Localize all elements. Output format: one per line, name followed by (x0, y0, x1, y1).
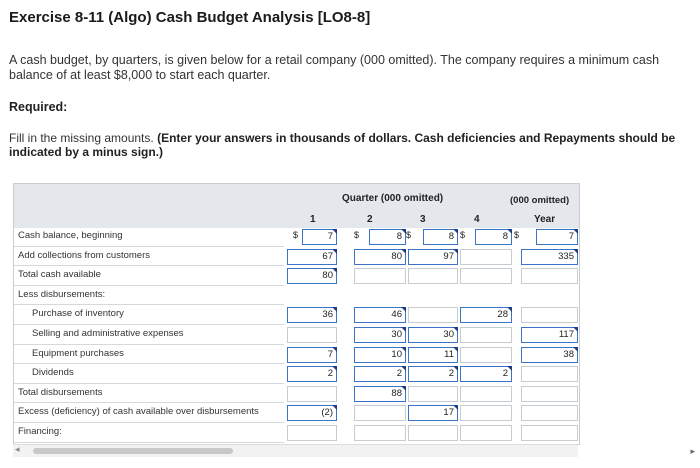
row-divider (14, 265, 284, 267)
horizontal-scrollbar[interactable] (13, 444, 578, 457)
scroll-left-icon[interactable]: ◂ (15, 444, 20, 454)
amount-value-q1: 67 (287, 248, 337, 265)
exercise-description: A cash budget, by quarters, is given bel… (9, 53, 660, 82)
row-label: Dividends (32, 367, 74, 379)
row-divider (14, 343, 284, 345)
row-label: Total disbursements (18, 386, 103, 398)
row-label: Financing: (18, 426, 62, 437)
amount-value-q1: 80 (287, 268, 337, 285)
amount-input-q2[interactable] (354, 425, 406, 441)
instructions-bold: (Enter your answers in thousands of doll… (9, 131, 676, 159)
amount-input-q2[interactable] (354, 405, 406, 422)
row-label: Total cash available (18, 269, 101, 281)
row-label: Selling and administrative expenses (32, 328, 184, 339)
amount-input-q4[interactable] (460, 248, 512, 265)
col-label-year: Year (534, 214, 556, 225)
amount-value-q4: 8 (475, 229, 512, 245)
amount-value-q3: 97 (408, 248, 458, 265)
amount-value-q1: 7 (302, 229, 337, 245)
amount-value-year: 38 (521, 346, 578, 363)
amount-value-q1: 36 (287, 307, 337, 324)
dollar-sign: $ (293, 230, 299, 240)
amount-input-q4[interactable] (460, 405, 512, 422)
amount-value-q1: 2 (287, 366, 337, 383)
amount-input-year[interactable] (521, 385, 578, 402)
amount-value-q2: 8 (369, 229, 406, 245)
row-divider (14, 422, 284, 423)
amount-value-year: 335 (521, 248, 578, 265)
row-label: Add collections from customers (18, 249, 150, 261)
amount-input-q3[interactable] (408, 425, 458, 441)
amount-value-q2: 10 (354, 346, 406, 363)
row-divider (14, 245, 284, 247)
amount-value-q3: 17 (408, 405, 458, 422)
amount-input-q3[interactable] (408, 307, 458, 324)
scrollbar-thumb[interactable] (33, 448, 233, 454)
amount-input-q4[interactable] (460, 346, 512, 363)
row-label: Purchase of inventory (32, 308, 124, 320)
amount-input-q3[interactable] (408, 268, 458, 285)
row-label: Less disbursements: (18, 288, 106, 300)
amount-input-q1[interactable] (287, 385, 337, 402)
row-divider (14, 402, 284, 404)
scroll-right-icon[interactable]: ▸ (690, 446, 695, 456)
exercise-title: Exercise 8-11 (Algo) Cash Budget Analysi… (9, 9, 371, 26)
amount-input-q1[interactable] (287, 425, 337, 441)
amount-input-q2[interactable] (354, 268, 406, 285)
row-divider (14, 382, 284, 384)
table-header (14, 184, 579, 228)
header-quarter: Quarter (000 omitted) (342, 193, 444, 204)
header-year-group: (000 omitted) (510, 195, 570, 206)
amount-value-q1: 7 (287, 346, 337, 363)
amount-input-q4[interactable] (460, 268, 512, 285)
dollar-sign: $ (514, 230, 520, 240)
amount-value-q2: 46 (354, 307, 406, 324)
amount-input-q4[interactable] (460, 425, 512, 441)
amount-value-q3: 8 (423, 229, 458, 245)
amount-input-year[interactable] (521, 366, 578, 383)
amount-value-q1: (2) (287, 405, 337, 422)
dollar-sign: $ (460, 230, 466, 240)
amount-input-year[interactable] (521, 268, 578, 285)
instructions-plain: Fill in the missing amounts. (9, 131, 154, 145)
amount-input-q4[interactable] (460, 327, 512, 343)
col-label-3: 3 (420, 214, 426, 225)
amount-value-year: 117 (521, 327, 578, 343)
amount-value-q2: 2 (354, 366, 406, 383)
amount-value-q3: 2 (408, 366, 458, 383)
col-label-1: 1 (310, 214, 316, 225)
row-divider (14, 284, 284, 286)
amount-input-q3[interactable] (408, 385, 458, 402)
amount-value-q4: 28 (460, 307, 512, 324)
amount-input-year[interactable] (521, 307, 578, 324)
cash-budget-table: Quarter (000 omitted) (000 omitted) 1 2 … (13, 183, 580, 445)
amount-value-q4: 2 (460, 366, 512, 383)
col-label-2: 2 (367, 214, 373, 225)
row-divider (14, 304, 284, 306)
instructions: Fill in the missing amounts. (Enter your… (9, 131, 699, 159)
amount-value-q2: 30 (354, 327, 406, 343)
row-divider (14, 363, 284, 365)
row-label: Equipment purchases (32, 347, 124, 359)
amount-value-year: 7 (536, 229, 578, 245)
amount-input-q4[interactable] (460, 385, 512, 402)
amount-value-q2: 88 (354, 385, 406, 402)
row-divider (14, 441, 284, 443)
dollar-sign: $ (406, 230, 412, 240)
amount-input-year[interactable] (521, 425, 578, 441)
dollar-sign: $ (354, 230, 360, 240)
amount-value-q3: 30 (408, 327, 458, 343)
required-heading: Required: (9, 100, 68, 114)
col-label-4: 4 (474, 214, 480, 225)
amount-input-q1[interactable] (287, 327, 337, 343)
row-label: Excess (deficiency) of cash available ov… (18, 406, 259, 418)
amount-input-year[interactable] (521, 405, 578, 422)
row-divider (14, 324, 284, 325)
amount-value-q3: 11 (408, 346, 458, 363)
amount-value-q2: 80 (354, 248, 406, 265)
row-label: Cash balance, beginning (18, 230, 123, 241)
